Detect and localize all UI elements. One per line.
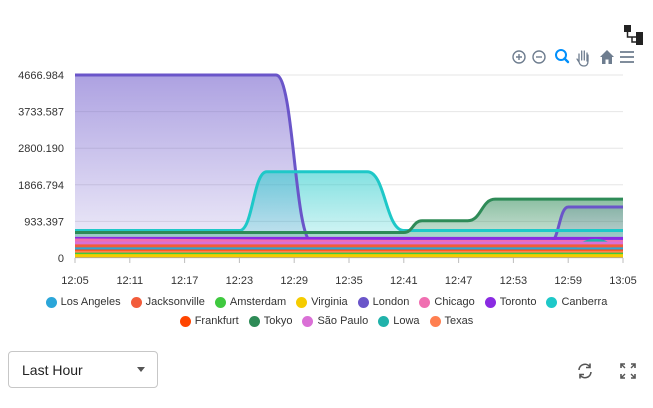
legend-marker (130, 296, 142, 308)
legend-marker (214, 296, 226, 308)
legend-label: Amsterdam (229, 296, 287, 308)
menu-icon[interactable] (620, 51, 634, 63)
legend-item[interactable]: Los Angeles (45, 296, 121, 308)
series-line-canberra[interactable] (74, 170, 623, 233)
area-chart[interactable]: 0 933.397 1866.794 2800.190 3733.587 4666.984… (0, 0, 653, 292)
x-tick-label: 12:17 (171, 275, 199, 287)
legend-label: Toronto (499, 296, 537, 308)
legend-item[interactable]: Frankfurt (179, 315, 239, 327)
refresh-icon[interactable] (575, 361, 595, 381)
y-tick-label: 2800.190 (18, 143, 64, 155)
legend-marker (419, 296, 431, 308)
hierarchy-icon[interactable] (624, 25, 643, 45)
legend-label: Virginia (311, 296, 348, 308)
x-axis-ticks: 12:05 12:11 12:17 12:23 12:29 12:35 12:41 12:47… (61, 258, 637, 287)
legend-item[interactable]: London (357, 296, 410, 308)
toolbar (512, 49, 634, 67)
y-tick-label: 4666.984 (18, 70, 64, 82)
legend-marker (248, 315, 260, 327)
legend-item[interactable]: São Paulo (302, 315, 368, 327)
legend-marker (378, 315, 390, 327)
legend-label: London (372, 296, 410, 308)
time-range-select[interactable]: Last Hour (8, 351, 158, 388)
legend-item[interactable]: Tokyo (248, 315, 293, 327)
legend-label: São Paulo (317, 315, 369, 327)
legend-item[interactable]: Toronto (484, 296, 537, 308)
series-area-london (75, 75, 623, 258)
series-line-chicago[interactable] (74, 238, 623, 244)
legend-marker (357, 296, 369, 308)
x-tick-label: 12:11 (116, 275, 143, 287)
x-tick-label: 12:05 (61, 275, 89, 287)
legend-item[interactable]: Virginia (296, 296, 348, 308)
legend-marker (179, 315, 191, 327)
series-line-tokyo[interactable] (75, 197, 623, 235)
expand-icon[interactable] (618, 361, 638, 381)
legend-label: Canberra (561, 296, 608, 308)
legend-item[interactable]: Texas (429, 315, 474, 327)
legend-marker (302, 315, 314, 327)
reset-home-icon[interactable] (600, 50, 614, 64)
legend-label: Lowa (393, 315, 420, 327)
legend-item[interactable]: Amsterdam (214, 296, 287, 308)
x-tick-label: 12:53 (500, 275, 528, 287)
zoom-out-icon[interactable] (532, 50, 546, 64)
legend-item[interactable]: Jacksonville (130, 296, 205, 308)
legend-label: Frankfurt (194, 315, 239, 327)
x-tick-label: 12:59 (554, 275, 582, 287)
legend-marker (45, 296, 57, 308)
selection-zoom-icon[interactable] (555, 49, 570, 64)
chevron-down-icon (137, 367, 145, 372)
legend-label: Tokyo (263, 315, 293, 327)
y-tick-label: 1866.794 (18, 180, 64, 192)
legend-marker (296, 296, 308, 308)
x-tick-label: 12:35 (335, 275, 363, 287)
legend-item[interactable]: Lowa (378, 315, 420, 327)
legend-marker (429, 315, 441, 327)
pan-hand-icon[interactable] (576, 50, 589, 67)
x-tick-label: 13:05 (609, 275, 637, 287)
x-tick-label: 12:41 (390, 275, 418, 287)
legend-marker (546, 296, 558, 308)
y-tick-label: 3733.587 (18, 107, 64, 119)
legend-item[interactable]: Canberra (546, 296, 607, 308)
x-tick-label: 12:29 (280, 275, 308, 287)
x-tick-label: 12:23 (226, 275, 254, 287)
time-range-value: Last Hour (22, 361, 83, 378)
legend-label: Chicago (434, 296, 475, 308)
chart-legend: Los Angeles Jacksonville Amsterdam Virginia… (0, 296, 653, 327)
legend-marker (484, 296, 496, 308)
y-axis-ticks: 0 933.397 1866.794 2800.190 3733.587 4666.984 (18, 70, 64, 265)
legend-label: Texas (444, 315, 474, 327)
x-tick-label: 12:47 (445, 275, 473, 287)
legend-label: Jacksonville (145, 296, 205, 308)
zoom-in-icon[interactable] (512, 50, 526, 64)
legend-item[interactable]: Chicago (419, 296, 475, 308)
legend-row: Los Angeles Jacksonville Amsterdam Virginia… (0, 296, 653, 308)
series-lines (74, 73, 624, 258)
y-tick-label: 933.397 (24, 216, 64, 228)
legend-label: Los Angeles (60, 296, 121, 308)
y-tick-label: 0 (58, 253, 64, 265)
legend-row: Frankfurt Tokyo São Paulo Lowa Texas (0, 315, 653, 327)
